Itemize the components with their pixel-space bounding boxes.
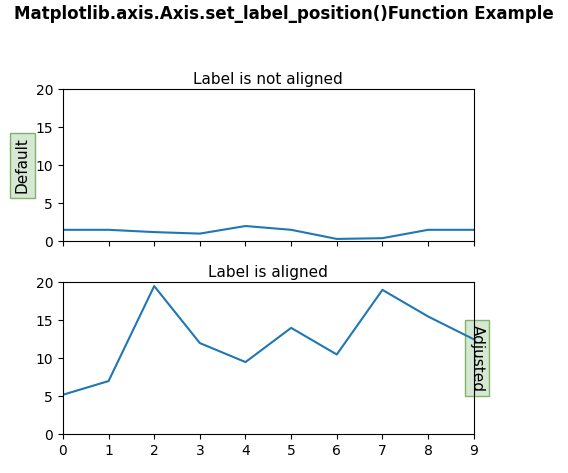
Title: Label is not aligned: Label is not aligned bbox=[194, 71, 343, 87]
Text: Matplotlib.axis.Axis.set_label_position()Function Example: Matplotlib.axis.Axis.set_label_position(… bbox=[14, 5, 554, 23]
Title: Label is aligned: Label is aligned bbox=[208, 265, 328, 280]
Y-axis label: Adjusted: Adjusted bbox=[470, 325, 485, 392]
Y-axis label: Default: Default bbox=[15, 137, 30, 193]
